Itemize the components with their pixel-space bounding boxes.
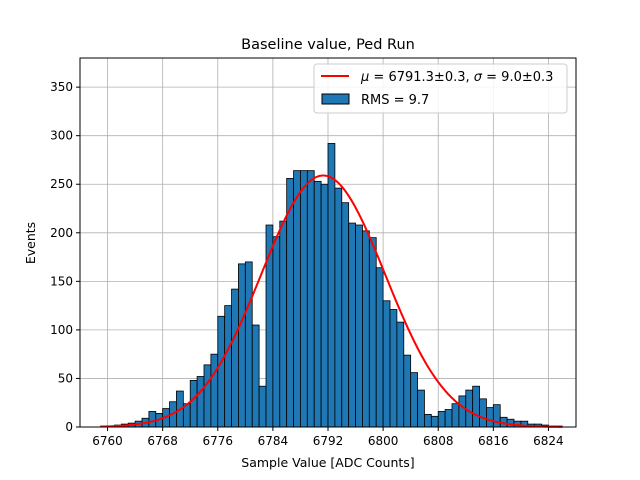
histogram-bar <box>396 321 405 428</box>
histogram-bar <box>306 170 315 428</box>
histogram-bar <box>327 143 336 428</box>
x-axis-label: Sample Value [ADC Counts] <box>241 455 414 470</box>
chart-title: Baseline value, Ped Run <box>241 37 415 53</box>
histogram-bar <box>486 407 494 428</box>
histogram-bar <box>465 389 474 428</box>
histogram-bar <box>410 372 418 428</box>
y-tick-label: 350 <box>50 80 73 94</box>
histogram-bar <box>189 379 198 428</box>
histogram-bar <box>341 202 350 428</box>
x-tick-label: 6768 <box>147 434 178 448</box>
y-tick-label: 50 <box>58 371 73 385</box>
histogram-bar <box>472 385 480 428</box>
x-tick-label: 6808 <box>423 434 454 448</box>
histogram-bar <box>196 376 205 428</box>
histogram-bar <box>313 180 322 428</box>
x-axis-ticks: 6760 6768 6776 6784 6792 6800 6808 6816 6824 <box>92 427 564 448</box>
histogram-bar <box>430 415 439 428</box>
legend: μ = 6791.3±0.3, σ = 9.0±0.3 RMS = 9.7 <box>313 63 568 114</box>
histogram-bar <box>403 354 412 428</box>
histogram-bar <box>458 395 467 428</box>
x-tick-label: 6800 <box>368 434 399 448</box>
y-tick-label: 200 <box>50 226 73 240</box>
histogram-bar <box>238 263 246 428</box>
histogram-bar <box>320 183 329 428</box>
histogram-bar <box>334 187 343 428</box>
histogram-bar <box>348 222 356 428</box>
histogram-bar <box>231 288 239 428</box>
histogram-bar <box>251 324 260 428</box>
y-axis-label: Events <box>23 222 38 264</box>
histogram-bar <box>362 230 370 428</box>
histogram-bar <box>368 237 377 428</box>
histogram-bars <box>100 143 563 428</box>
y-tick-label: 300 <box>50 129 73 143</box>
x-tick-label: 6760 <box>92 434 123 448</box>
x-tick-label: 6792 <box>313 434 344 448</box>
y-axis-ticks: 0 50 100 150 200 250 300 350 <box>50 80 80 434</box>
gaussian-fit-curve <box>100 174 563 428</box>
histogram-bar <box>417 389 425 428</box>
y-tick-label: 250 <box>50 177 73 191</box>
histogram-bar <box>375 267 384 428</box>
histogram-bar <box>244 261 253 428</box>
histogram-bar <box>258 385 267 428</box>
y-tick-label: 150 <box>50 274 73 288</box>
histogram-bar <box>451 403 460 428</box>
legend-rms-label: RMS = 9.7 <box>361 93 429 108</box>
histogram-bar <box>293 170 301 428</box>
histogram-bar <box>148 411 157 428</box>
legend-box <box>313 63 568 114</box>
histogram-bar <box>382 300 391 428</box>
legend-bar-swatch <box>321 93 350 105</box>
histogram-bar <box>224 305 232 428</box>
y-tick-label: 100 <box>50 323 73 337</box>
histogram-bar <box>300 170 308 428</box>
x-tick-label: 6776 <box>203 434 234 448</box>
histogram-bar <box>424 413 432 428</box>
histogram-bar <box>389 309 398 428</box>
histogram-bar <box>217 315 226 428</box>
histogram-bar <box>355 224 363 428</box>
histogram-bar <box>210 353 219 428</box>
histogram-bar <box>437 411 446 428</box>
histogram-bar <box>492 404 501 428</box>
x-tick-label: 6816 <box>478 434 509 448</box>
y-tick-label: 0 <box>65 420 73 434</box>
histogram-bar <box>279 220 288 428</box>
legend-fit-label: μ = 6791.3±0.3, σ = 9.0±0.3 <box>360 70 553 85</box>
x-tick-label: 6824 <box>533 434 564 448</box>
histogram-bar <box>272 236 281 428</box>
x-tick-label: 6784 <box>258 434 289 448</box>
histogram-bar <box>203 364 212 428</box>
histogram-bar <box>479 398 487 428</box>
histogram-bar <box>444 409 453 428</box>
